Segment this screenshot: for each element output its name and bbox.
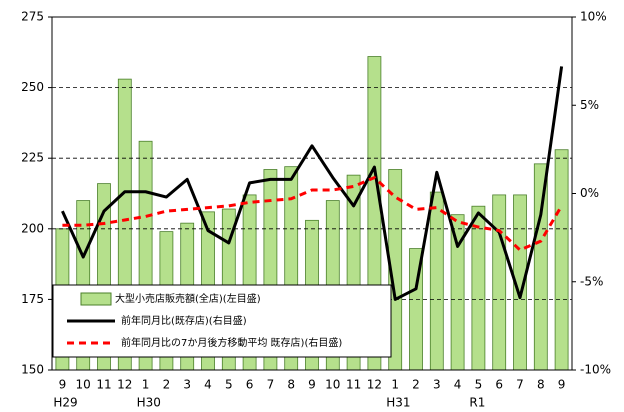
x-tick-label: 9: [558, 378, 566, 392]
x-tick-label: 9: [308, 378, 316, 392]
bar: [554, 149, 569, 371]
x-tick-label: 2: [163, 378, 171, 392]
x-tick-label: 6: [246, 378, 254, 392]
legend-swatch: [80, 292, 112, 306]
x-tick-label: 4: [204, 378, 212, 392]
x-tick-label: 4: [454, 378, 462, 392]
legend-label: 前年同月比(既存店)(右目盛): [121, 314, 247, 327]
y2-tick-label: 0%: [580, 186, 599, 200]
x-tick-label: 12: [367, 378, 382, 392]
y2-tick-label: -5%: [580, 274, 603, 288]
y-tick-label: 150: [21, 363, 44, 377]
x-tick-label: 8: [287, 378, 295, 392]
line: [61, 66, 564, 301]
bar: [492, 194, 507, 371]
x-tick-label: 7: [516, 378, 524, 392]
x-tick-label: 5: [225, 378, 233, 392]
x-tick-label: 6: [495, 378, 503, 392]
x-tick-label: 7: [267, 378, 275, 392]
y2-tick-label: 10%: [580, 10, 607, 24]
x-tick-label: 10: [76, 378, 91, 392]
y-tick-label: 275: [21, 10, 44, 24]
x-tick-label: 1: [142, 378, 150, 392]
y-tick-label: 175: [21, 292, 44, 306]
bar: [471, 205, 486, 371]
y-tick-label: 225: [21, 151, 44, 165]
x-tick-label: 8: [537, 378, 545, 392]
y2-tick-label: -10%: [580, 363, 611, 377]
bar: [429, 191, 444, 371]
line: [62, 176, 563, 252]
y-tick-label: 250: [21, 80, 44, 94]
era-label: H30: [137, 396, 161, 410]
plot-frame: [51, 16, 573, 371]
x-tick-label: 10: [325, 378, 340, 392]
legend-label: 前年同月比の7か月後方移動平均 既存店)(右目盛): [121, 336, 342, 349]
x-tick-label: 11: [346, 378, 361, 392]
x-tick-label: 2: [412, 378, 420, 392]
x-tick-label: 9: [59, 378, 67, 392]
x-tick-label: 3: [433, 378, 441, 392]
x-tick-label: 5: [475, 378, 483, 392]
era-label: H31: [386, 396, 410, 410]
era-label: H29: [53, 396, 77, 410]
x-tick-label: 1: [391, 378, 399, 392]
bar: [533, 163, 548, 371]
legend-label: 大型小売店販売額(全店)(左目盛): [115, 292, 261, 305]
x-tick-label: 11: [96, 378, 111, 392]
x-tick-label: 12: [117, 378, 132, 392]
y2-tick-label: 5%: [580, 98, 599, 112]
era-label: R1: [469, 396, 485, 410]
y-tick-label: 200: [21, 221, 44, 235]
x-tick-label: 3: [183, 378, 191, 392]
